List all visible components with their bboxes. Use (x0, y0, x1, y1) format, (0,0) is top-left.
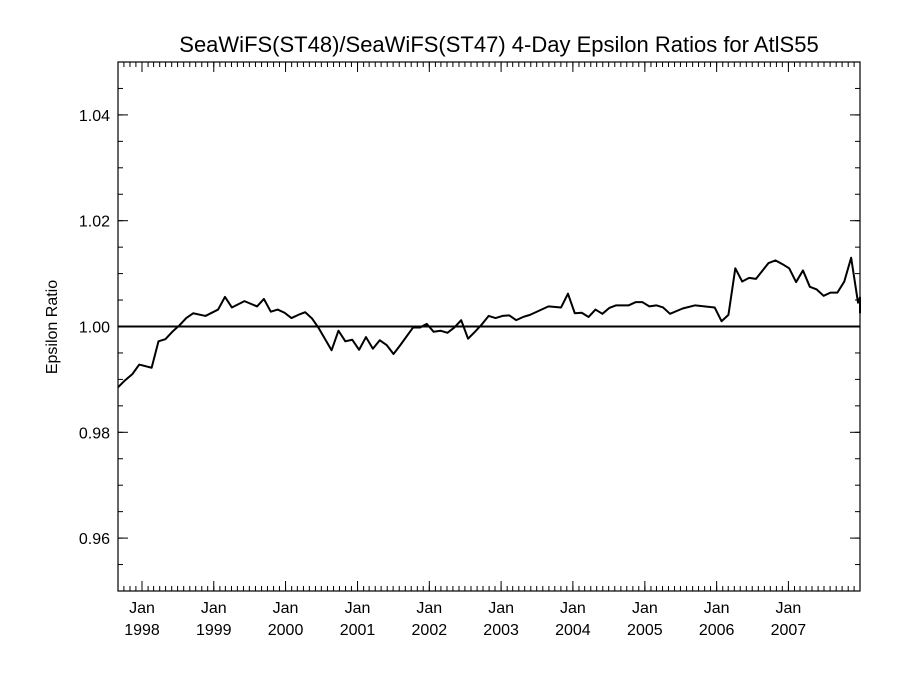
x-tick-label-month: Jan (129, 600, 155, 617)
x-tick-label-year: 2003 (483, 622, 519, 639)
y-tick-label: 1.00 (79, 320, 110, 337)
x-tick-label-month: Jan (416, 600, 442, 617)
x-tick-label-year: 1998 (124, 622, 160, 639)
series-group (117, 256, 861, 389)
y-tick-label: 0.98 (79, 425, 110, 442)
chart-title: SeaWiFS(ST48)/SeaWiFS(ST47) 4-Day Epsilo… (179, 32, 818, 57)
x-tick-label-month: Jan (345, 600, 371, 617)
x-tick-label-year: 2005 (627, 622, 663, 639)
y-tick-label: 1.04 (79, 108, 110, 125)
x-tick-label-month: Jan (632, 600, 658, 617)
x-tick-label-year: 2007 (771, 622, 807, 639)
axis-ticks (117, 61, 860, 592)
tick-labels: 0.96 0.98 1.00 1.02 1.04 Jan 1998 Jan 1999 Jan 200… (79, 108, 806, 639)
x-tick-label-month: Jan (488, 600, 514, 617)
x-tick-label-year: 1999 (196, 622, 232, 639)
x-tick-label-year: 2004 (555, 622, 591, 639)
series-line-1 (117, 256, 861, 389)
plot-frame (117, 61, 861, 592)
y-axis-label: Epsilon Ratio (44, 280, 61, 374)
y-tick-label: 1.02 (79, 214, 110, 231)
x-tick-label-month: Jan (560, 600, 586, 617)
y-tick-label: 0.96 (79, 531, 110, 548)
x-tick-label-year: 2001 (340, 622, 376, 639)
x-tick-label-month: Jan (201, 600, 227, 617)
x-tick-label-year: 2002 (412, 622, 448, 639)
x-tick-label-month: Jan (776, 600, 802, 617)
x-tick-label-month: Jan (704, 600, 730, 617)
x-tick-label-month: Jan (273, 600, 299, 617)
x-tick-label-year: 2006 (699, 622, 735, 639)
x-tick-label-year: 2000 (268, 622, 304, 639)
